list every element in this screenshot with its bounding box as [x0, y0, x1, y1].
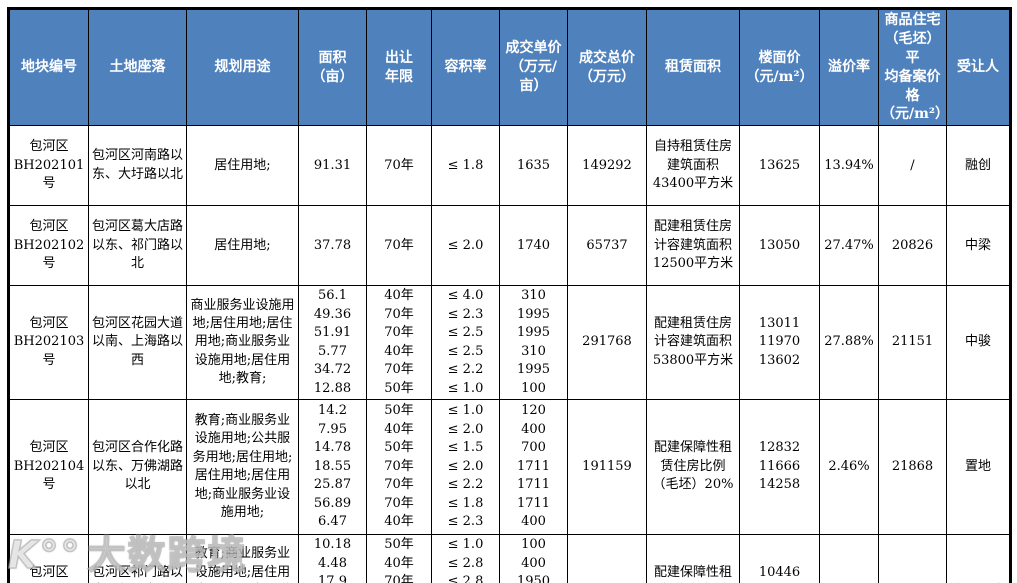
cell-transferee: 置地: [946, 399, 1011, 536]
col-header-planned-use: 规划用途: [186, 7, 299, 127]
cell-floor-price: 12832 11666 14258: [739, 399, 820, 536]
col-header-avg-record-price: 商品住宅 （毛坯）平 均备案价格 （元/m²）: [878, 7, 947, 127]
cell-premium-rate: 27.88%: [819, 285, 879, 401]
cell-plot-ratio: ≤ 1.0 ≤ 2.8 ≤ 2.8 ≤ 2.4 ≤ 2.4 ≤ 3.0: [431, 534, 500, 583]
cell-area: 10.18 4.48 17.9 113.34 66.93 65.21: [298, 534, 367, 583]
cell-tenure: 50年 40年 70年 70年 70年 40年: [366, 534, 432, 583]
cell-location: 包河区花园大道以南、上海路以西: [88, 285, 187, 401]
cell-unit-price: 310 1995 1995 310 1995 100: [499, 285, 568, 401]
table-header-row: 地块编号 土地座落 规划用途 面积 （亩） 出让 年限 容积率 成交单价 （万元…: [8, 7, 1011, 127]
cell-planned-use: 居住用地;: [186, 125, 299, 207]
cell-area: 37.78: [298, 205, 367, 287]
cell-rental-area: 配建保障性租赁住房比例（毛坯）20%: [646, 399, 740, 536]
land-transaction-table: 地块编号 土地座落 规划用途 面积 （亩） 出让 年限 容积率 成交单价 （万元…: [7, 7, 1012, 583]
cell-tenure: 40年 70年 70年 40年 70年 50年: [366, 285, 432, 401]
cell-total-price: 291768: [567, 285, 647, 401]
cell-location: 包河区葛大店路以东、祁门路以北: [88, 205, 187, 287]
cell-transferee: 融创: [946, 125, 1011, 207]
cell-location: 包河区河南路以东、大圩路以北: [88, 125, 187, 207]
cell-avg-record-price: 20826: [878, 534, 947, 583]
cell-plot-ratio: ≤ 1.0 ≤ 2.0 ≤ 1.5 ≤ 2.0 ≤ 2.2 ≤ 1.8 ≤ 2.…: [431, 399, 500, 536]
col-header-transferee: 受让人: [946, 7, 1011, 127]
land-transaction-sheet: 地块编号 土地座落 规划用途 面积 （亩） 出让 年限 容积率 成交单价 （万元…: [7, 7, 1012, 583]
cell-tenure: 70年: [366, 125, 432, 207]
cell-tenure: 70年: [366, 205, 432, 287]
col-header-plot-ratio: 容积率: [431, 7, 500, 127]
cell-location: 包河区合作化路以东、万佛湖路以北: [88, 399, 187, 536]
col-header-floor-price: 楼面价 （元/m²）: [739, 7, 820, 127]
table-row: 包河区 BH202101号 包河区河南路以东、大圩路以北 居住用地; 91.31…: [8, 125, 1011, 207]
cell-floor-price: 13011 11970 13602: [739, 285, 820, 401]
cell-location: 包河区祁门路以南、包河大道以东: [88, 534, 187, 583]
table-row: 包河区 BH202103号 包河区花园大道以南、上海路以西 商业服务业设施用地;…: [8, 285, 1011, 401]
cell-area: 14.2 7.95 14.78 18.55 25.87 56.89 6.47: [298, 399, 367, 536]
cell-parcel-id: 包河区 BH202104号: [8, 399, 89, 536]
cell-unit-price: 1740: [499, 205, 568, 287]
cell-parcel-id: 包河区 BH202102号: [8, 205, 89, 287]
cell-planned-use: 商业服务业设施用地;居住用地;居住用地;商业服务业设施用地;居住用地;教育;: [186, 285, 299, 401]
cell-area: 91.31: [298, 125, 367, 207]
cell-floor-price: 13050: [739, 205, 820, 287]
cell-total-price: 191159: [567, 399, 647, 536]
cell-parcel-id: 包河区 BH202101号: [8, 125, 89, 207]
col-header-premium-rate: 溢价率: [819, 7, 879, 127]
table-row: 包河区 BH202102号 包河区葛大店路以东、祁门路以北 居住用地; 37.7…: [8, 205, 1011, 287]
col-header-tenure: 出让 年限: [366, 7, 432, 127]
cell-planned-use: 居住用地;: [186, 205, 299, 287]
cell-avg-record-price: 21151: [878, 285, 947, 401]
cell-unit-price: 1635: [499, 125, 568, 207]
cell-plot-ratio: ≤ 4.0 ≤ 2.3 ≤ 2.5 ≤ 2.5 ≤ 2.2 ≤ 1.0: [431, 285, 500, 401]
col-header-rental-area: 租赁面积: [646, 7, 740, 127]
cell-plot-ratio: ≤ 2.0: [431, 205, 500, 287]
cell-avg-record-price: /: [878, 125, 947, 207]
cell-floor-price: 13625: [739, 125, 820, 207]
cell-total-price: 149292: [567, 125, 647, 207]
cell-avg-record-price: 21868: [878, 399, 947, 536]
cell-premium-rate: 13.94%: [819, 125, 879, 207]
cell-premium-rate: 27.47%: [819, 205, 879, 287]
cell-area: 56.1 49.36 51.91 5.77 34.72 12.88: [298, 285, 367, 401]
cell-transferee: 中梁: [946, 205, 1011, 287]
cell-rental-area: 配建租赁住房计容建筑面积12500平方米: [646, 205, 740, 287]
cell-transferee: 中骏: [946, 285, 1011, 401]
cell-rental-area: 配建保障性租赁住房比例（毛坯）20%: [646, 534, 740, 583]
cell-rental-area: 自持租赁住房建筑面积43400平方米: [646, 125, 740, 207]
cell-parcel-id: 包河区 BH202103号: [8, 285, 89, 401]
col-header-parcel-id: 地块编号: [8, 7, 89, 127]
cell-floor-price: 10446 12187 12187: [739, 534, 820, 583]
cell-premium-rate: 11.75%: [819, 534, 879, 583]
table-row: 包河区 BH202105号 包河区祁门路以南、包河大道以东 教育;商业服务业设施…: [8, 534, 1011, 583]
cell-planned-use: 教育;商业服务业设施用地;居住用地;居住用地;居住用地;商业服务业设施用地;: [186, 534, 299, 583]
col-header-unit-price: 成交单价 （万元/亩）: [499, 7, 568, 127]
cell-plot-ratio: ≤ 1.8: [431, 125, 500, 207]
cell-premium-rate: 2.46%: [819, 399, 879, 536]
cell-transferee: 合肥城建: [946, 534, 1011, 583]
table-row: 包河区 BH202104号 包河区合作化路以东、万佛湖路以北 教育;商业服务业设…: [8, 399, 1011, 536]
cell-unit-price: 100 400 1950 1950 1950 400: [499, 534, 568, 583]
cell-avg-record-price: 20826: [878, 205, 947, 287]
cell-parcel-id: 包河区 BH202105号: [8, 534, 89, 583]
cell-total-price: 65737: [567, 205, 647, 287]
cell-unit-price: 120 400 700 1711 1711 1711 400: [499, 399, 568, 536]
col-header-location: 土地座落: [88, 7, 187, 127]
cell-total-price: 415326: [567, 534, 647, 583]
col-header-area: 面积 （亩）: [298, 7, 367, 127]
col-header-total-price: 成交总价 （万元）: [567, 7, 647, 127]
cell-planned-use: 教育;商业服务业设施用地;公共服务用地;居住用地;居住用地;居住用地;商业服务业…: [186, 399, 299, 536]
cell-tenure: 50年 40年 50年 70年 70年 70年 40年: [366, 399, 432, 536]
cell-rental-area: 配建租赁住房计容建筑面积53800平方米: [646, 285, 740, 401]
